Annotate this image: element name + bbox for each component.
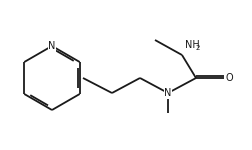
Text: N: N: [48, 41, 56, 51]
Text: N: N: [164, 88, 172, 98]
Text: O: O: [226, 73, 234, 83]
Text: NH: NH: [185, 40, 200, 50]
Text: 2: 2: [196, 45, 200, 51]
